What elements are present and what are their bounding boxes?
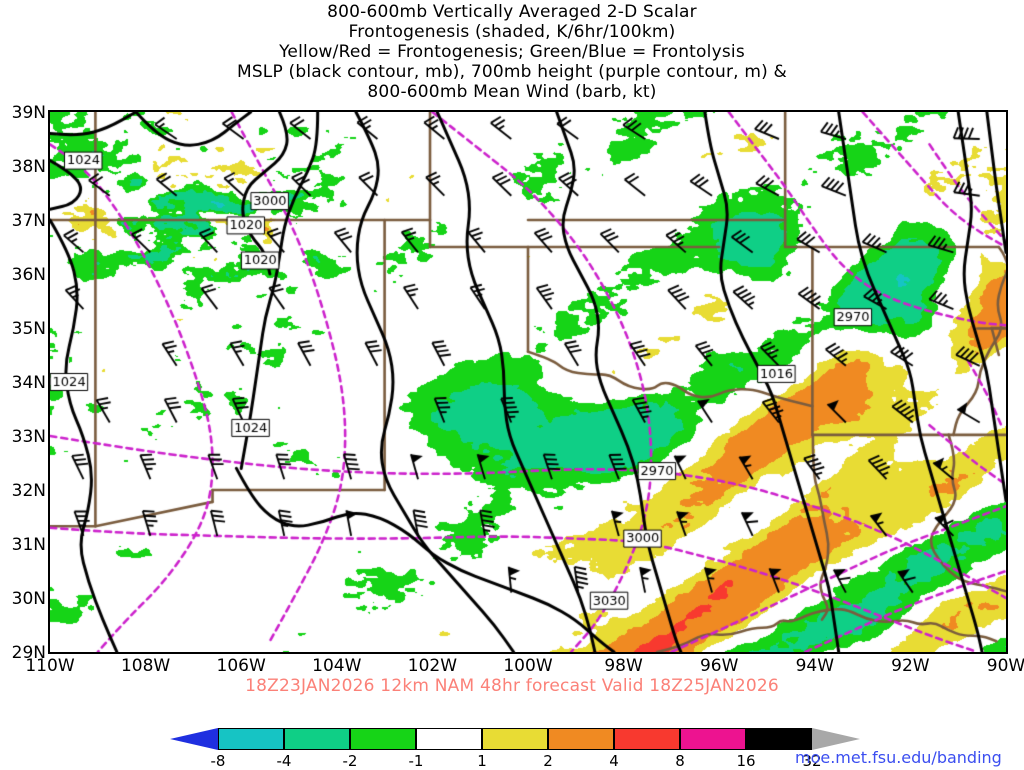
title-line-1: 800-600mb Vertically Averaged 2-D Scalar <box>327 2 697 22</box>
source-watermark: moe.met.fsu.edu/banding <box>795 748 1002 767</box>
colorbar-tick--2: -2 <box>342 752 358 770</box>
lat-tick-30N: 30N <box>11 589 46 609</box>
colorbar-segment-3[interactable] <box>350 728 416 750</box>
page-title: 800-600mb Vertically Averaged 2-D Scalar… <box>0 2 1024 102</box>
colorbar-tick--8: -8 <box>210 752 226 770</box>
colorbar-tick-16: 16 <box>736 752 756 770</box>
title-line-2: Frontogenesis (shaded, K/6hr/100km) <box>348 22 676 42</box>
colorbar-tick--4: -4 <box>276 752 292 770</box>
colorbar-tick-32: 32 <box>802 752 822 770</box>
colorbar-high-arrow <box>812 728 860 750</box>
colorbar-segment-1[interactable] <box>218 728 284 750</box>
colorbar-segment-5[interactable] <box>482 728 548 750</box>
lon-tick-102W: 102W <box>407 656 458 676</box>
colorbar-segment-9[interactable] <box>746 728 812 750</box>
lat-tick-38N: 38N <box>11 157 46 177</box>
lon-tick-94W: 94W <box>795 656 835 676</box>
lat-tick-37N: 37N <box>11 211 46 231</box>
lat-tick-34N: 34N <box>11 373 46 393</box>
colorbar-low-arrow <box>170 728 218 750</box>
lon-tick-92W: 92W <box>891 656 930 676</box>
lat-tick-33N: 33N <box>11 427 46 447</box>
colorbar-segment-8[interactable] <box>680 728 746 750</box>
colorbar-segment-6[interactable] <box>548 728 614 750</box>
colorbar-tick-4: 4 <box>609 752 619 770</box>
lon-tick-106W: 106W <box>216 656 266 676</box>
colorbar-segment-4[interactable] <box>416 728 482 750</box>
colorbar-tick-8: 8 <box>675 752 685 770</box>
lat-tick-29N: 29N <box>11 643 46 663</box>
lat-tick-31N: 31N <box>11 535 46 555</box>
colorbar-tick-2: 2 <box>543 752 553 770</box>
lon-tick-90W: 90W <box>986 656 1024 676</box>
latitude-axis: 39N 38N 37N 36N 35N 34N 33N 32N 31N 30N 29N <box>0 0 46 768</box>
title-line-5: 800-600mb Mean Wind (barb, kt) <box>367 82 657 102</box>
map-plot-area[interactable] <box>48 110 1008 654</box>
lat-tick-35N: 35N <box>11 319 46 339</box>
colorbar-tick-1: 1 <box>477 752 487 770</box>
colorbar-segment-7[interactable] <box>614 728 680 750</box>
lon-tick-100W: 100W <box>503 656 553 676</box>
lat-tick-39N: 39N <box>11 103 46 123</box>
colorbar-segment-2[interactable] <box>284 728 350 750</box>
contour-and-barb-canvas <box>50 112 1006 652</box>
lat-tick-32N: 32N <box>11 481 46 501</box>
title-line-4: MSLP (black contour, mb), 700mb height (… <box>236 62 788 82</box>
lon-tick-110W: 110W <box>25 656 75 676</box>
lon-tick-96W: 96W <box>699 656 739 676</box>
colorbar[interactable]: -8 -4 -2 -1 1 2 4 8 16 32 <box>170 728 860 770</box>
lon-tick-98W: 98W <box>604 656 643 676</box>
title-line-3: Yellow/Red = Frontogenesis; Green/Blue =… <box>279 42 745 62</box>
lat-tick-36N: 36N <box>11 265 46 285</box>
lon-tick-104W: 104W <box>312 656 362 676</box>
lon-tick-108W: 108W <box>120 656 171 676</box>
forecast-caption: 18Z23JAN2026 12km NAM 48hr forecast Vali… <box>245 676 779 696</box>
colorbar-tick--1: -1 <box>408 752 424 770</box>
